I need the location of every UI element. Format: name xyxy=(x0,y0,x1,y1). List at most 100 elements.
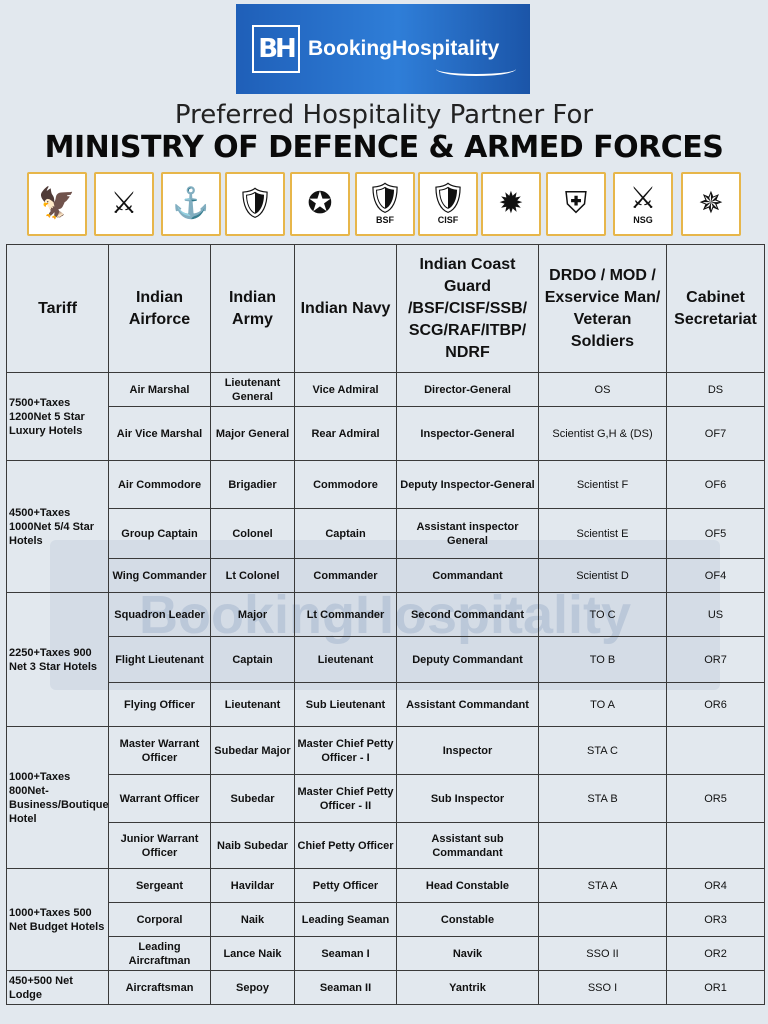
cell-army: Subedar xyxy=(210,774,295,823)
cell-drdo: TO B xyxy=(538,636,667,683)
cell-navy: Lt Commander xyxy=(294,592,397,637)
cell-navy: Captain xyxy=(294,508,397,559)
cell-drdo: TO A xyxy=(538,682,667,727)
cell-icg: Deputy Commandant xyxy=(396,636,539,683)
cell-army: Major xyxy=(210,592,295,637)
ministry-of-defence-emblem-icon: ✪ xyxy=(290,172,350,236)
nsg-emblem-icon: ⚔ NSG xyxy=(613,172,673,236)
header-drdo: DRDO / MOD / Exservice Man/ Veteran Sold… xyxy=(538,244,667,373)
cell-cabsec xyxy=(666,726,765,775)
emblem-glyph: ⚔ xyxy=(110,187,138,220)
cell-drdo: STA B xyxy=(538,774,667,823)
table-row: Leading Aircraftman Lance Naik Seaman I Nav… xyxy=(7,936,765,971)
ssb-emblem-icon: ✹ xyxy=(481,172,541,236)
cell-cabsec: OR4 xyxy=(666,868,765,903)
cell-army: Lieutenant General xyxy=(210,372,295,407)
cell-drdo: TO C xyxy=(538,592,667,637)
cell-airforce: Air Marshal xyxy=(108,372,211,407)
cell-navy: Chief Petty Officer xyxy=(294,822,397,869)
cell-navy: Master Chief Petty Officer - II xyxy=(294,774,397,823)
cell-icg: Assistant inspector General xyxy=(396,508,539,559)
tariff-cell: 450+500 Net Lodge xyxy=(6,970,109,1005)
table-row: 4500+Taxes 1000Net 5/4 Star Hotels Air Co… xyxy=(6,460,765,593)
emblem-glyph: ✪ xyxy=(307,187,333,220)
cell-cabsec: OR5 xyxy=(666,774,765,823)
cell-drdo: Scientist F xyxy=(538,460,667,509)
emblem-glyph: 🦅 xyxy=(38,187,76,220)
brand-name: BookingHospitality xyxy=(308,37,500,60)
cell-airforce: Corporal xyxy=(108,902,211,937)
cell-icg: Inspector-General xyxy=(396,406,539,461)
emblem-glyph: ⚓ xyxy=(172,187,210,220)
cell-airforce: Warrant Officer xyxy=(108,774,211,823)
table-row: 450+500 Net Lodge Aircraftsman Sepoy Seaman… xyxy=(6,970,765,1005)
cell-navy: Vice Admiral xyxy=(294,372,397,407)
coast-guard-emblem-icon: 🛡 xyxy=(225,172,285,236)
cell-cabsec xyxy=(666,822,765,869)
emblem-glyph: ✹ xyxy=(498,187,524,220)
cell-drdo: OS xyxy=(538,372,667,407)
table-row: Wing Commander Lt Colonel Commander Command… xyxy=(7,558,765,593)
emblem-label: CISF xyxy=(437,215,459,225)
cell-icg: Director-General xyxy=(396,372,539,407)
table-row: Warrant Officer Subedar Master Chief Petty… xyxy=(7,774,765,823)
cell-navy: Leading Seaman xyxy=(294,902,397,937)
cell-icg: Sub Inspector xyxy=(396,774,539,823)
tariff-cell: 1000+Taxes 500 Net Budget Hotels xyxy=(6,868,109,971)
cell-army: Lance Naik xyxy=(210,936,295,971)
cell-airforce: Group Captain xyxy=(108,508,211,559)
cell-cabsec: OR7 xyxy=(666,636,765,683)
cell-cabsec: OF5 xyxy=(666,508,765,559)
cell-icg: Navik xyxy=(396,936,539,971)
cell-airforce: Master Warrant Officer xyxy=(108,726,211,775)
emblem-glyph: ⛨ xyxy=(564,187,588,220)
header-row: Tariff Indian Airforce Indian Army India… xyxy=(6,244,765,373)
table-row: 2250+Taxes 900 Net 3 Star Hotels Squadron… xyxy=(6,592,765,727)
tariff-cell: 2250+Taxes 900 Net 3 Star Hotels xyxy=(6,592,109,727)
cell-cabsec: US xyxy=(666,592,765,637)
cell-drdo: SSO I xyxy=(538,970,667,1005)
cell-icg: Commandant xyxy=(396,558,539,593)
cell-icg: Yantrik xyxy=(396,970,539,1005)
cell-airforce: Leading Aircraftman xyxy=(108,936,211,971)
cell-army: Subedar Major xyxy=(210,726,295,775)
emblem-glyph: 🛡 xyxy=(365,182,405,215)
cell-airforce: Junior Warrant Officer xyxy=(108,822,211,869)
cell-airforce: Wing Commander xyxy=(108,558,211,593)
bh-logo-mark: BH xyxy=(252,25,300,73)
table-row: Flight Lieutenant Captain Lieutenant Deputy… xyxy=(7,636,765,683)
header-coast-guard: Indian Coast Guard /BSF/CISF/SSB/ SCG/RA… xyxy=(396,244,539,373)
cell-cabsec: OR2 xyxy=(666,936,765,971)
cell-airforce: Air Commodore xyxy=(108,460,211,509)
cell-drdo: STA A xyxy=(538,868,667,903)
itbp-emblem-icon: ✵ xyxy=(681,172,741,236)
cell-navy: Seaman II xyxy=(294,970,397,1005)
cell-navy: Master Chief Petty Officer - I xyxy=(294,726,397,775)
cell-drdo: Scientist D xyxy=(538,558,667,593)
cell-navy: Seaman I xyxy=(294,936,397,971)
cell-airforce: Aircraftsman xyxy=(108,970,211,1005)
cell-navy: Commodore xyxy=(294,460,397,509)
cell-cabsec: OF4 xyxy=(666,558,765,593)
cell-icg: Constable xyxy=(396,902,539,937)
emblem-glyph: 🛡 xyxy=(428,182,468,215)
cell-navy: Lieutenant xyxy=(294,636,397,683)
cell-navy: Sub Lieutenant xyxy=(294,682,397,727)
cell-airforce: Flight Lieutenant xyxy=(108,636,211,683)
cell-airforce: Squadron Leader xyxy=(108,592,211,637)
cell-army: Havildar xyxy=(210,868,295,903)
cell-army: Captain xyxy=(210,636,295,683)
table-row: Junior Warrant Officer Naib Subedar Chief … xyxy=(7,822,765,869)
cell-icg: Assistant Commandant xyxy=(396,682,539,727)
page-title: MINISTRY OF DEFENCE & ARMED FORCES xyxy=(44,130,724,165)
cell-navy: Rear Admiral xyxy=(294,406,397,461)
cell-drdo: Scientist E xyxy=(538,508,667,559)
cell-army: Major General xyxy=(210,406,295,461)
table-row: Group Captain Colonel Captain Assistant ins… xyxy=(7,508,765,559)
tagline: Preferred Hospitality Partner For xyxy=(174,100,594,130)
header-army: Indian Army xyxy=(210,244,295,373)
header-airforce: Indian Airforce xyxy=(108,244,211,373)
cell-icg: Inspector xyxy=(396,726,539,775)
cell-army: Sepoy xyxy=(210,970,295,1005)
tariff-cell: 1000+Taxes 800Net-Business/Boutique Hote… xyxy=(6,726,109,869)
